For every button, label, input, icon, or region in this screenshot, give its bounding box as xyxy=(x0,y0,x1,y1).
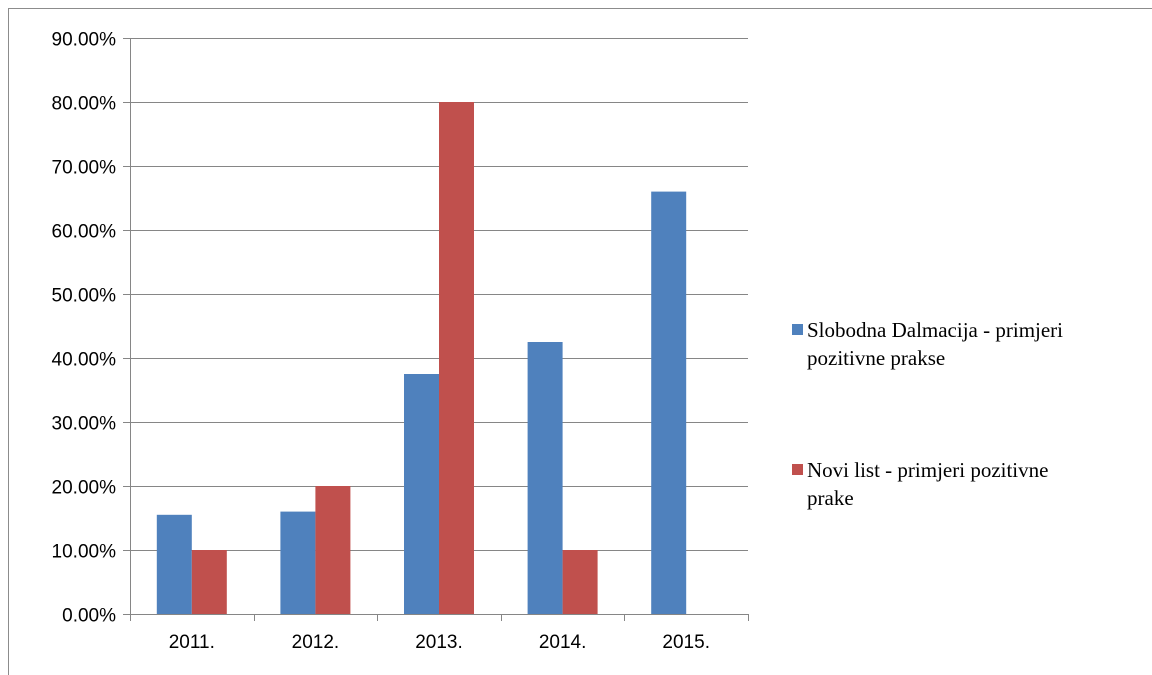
legend-swatch xyxy=(792,464,803,475)
y-tick-label: 70.00% xyxy=(52,158,117,179)
bar-slobodna-dalmacija-2015 xyxy=(651,191,687,614)
y-tick-label: 40.00% xyxy=(52,350,117,371)
legend-entry: Novi list - primjeri pozitivne xyxy=(807,458,1048,482)
legend-swatch xyxy=(792,324,803,335)
y-tick-label: 30.00% xyxy=(52,414,117,435)
y-tick-labels: 0.00% 10.00% 20.00% 30.00% 40.00% 50.00% 60.00… xyxy=(52,30,117,627)
bar-novi-list-2013 xyxy=(439,102,474,614)
bar-novi-list-2011 xyxy=(191,550,227,614)
x-tick-label: 2011. xyxy=(169,632,215,653)
x-tick-label: 2012. xyxy=(292,632,340,653)
legend-entry: prake xyxy=(807,486,854,510)
legend-entry: pozitivne prakse xyxy=(807,346,945,370)
y-tick-label: 20.00% xyxy=(52,478,117,499)
legend: Slobodna Dalmacija - primjeri pozitivne p… xyxy=(792,318,1063,510)
x-tick-label: 2015. xyxy=(662,632,710,653)
bar-slobodna-dalmacija-2014 xyxy=(527,342,563,614)
bar-slobodna-dalmacija-2011 xyxy=(156,514,192,614)
y-tick-label: 0.00% xyxy=(62,606,116,627)
x-tick-labels: 2011. 2012. 2013. 2014. 2015. xyxy=(169,632,710,653)
y-tick-label: 10.00% xyxy=(52,542,117,563)
x-tick-label: 2014. xyxy=(539,632,587,653)
y-tick-label: 80.00% xyxy=(52,94,117,115)
bar-novi-list-2012 xyxy=(315,486,351,614)
y-tick-label: 90.00% xyxy=(52,30,117,51)
bar-slobodna-dalmacija-2012 xyxy=(280,511,316,614)
legend-entry: Slobodna Dalmacija - primjeri xyxy=(807,318,1063,342)
x-tick-label: 2013. xyxy=(415,632,463,653)
axes xyxy=(123,38,749,621)
bar-novi-list-2014 xyxy=(562,550,598,614)
y-tick-label: 50.00% xyxy=(52,286,117,307)
y-tick-label: 60.00% xyxy=(52,222,117,243)
bars xyxy=(156,102,687,614)
bar-slobodna-dalmacija-2013 xyxy=(404,374,439,614)
